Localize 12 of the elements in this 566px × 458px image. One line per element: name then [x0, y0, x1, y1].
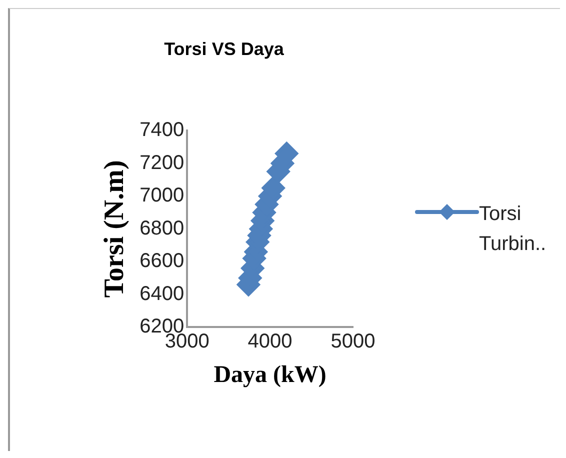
y-tick-label: 6400 [140, 282, 184, 305]
y-tick-label: 7400 [140, 119, 184, 142]
y-tick-label: 7200 [140, 152, 184, 174]
x-axis-title: Daya (kW) [214, 362, 326, 388]
y-axis-title: Torsi (N.m) [99, 160, 130, 298]
x-tick-label: 4000 [248, 330, 292, 353]
y-tick-label: 6600 [140, 250, 184, 272]
legend-label: Torsi Turbin.. [479, 202, 548, 257]
y-tick-label: 7000 [140, 184, 184, 207]
y-tick-label: 6800 [140, 217, 184, 240]
chart-title: Torsi VS Daya [164, 38, 285, 59]
x-tick-label: 5000 [330, 330, 376, 353]
